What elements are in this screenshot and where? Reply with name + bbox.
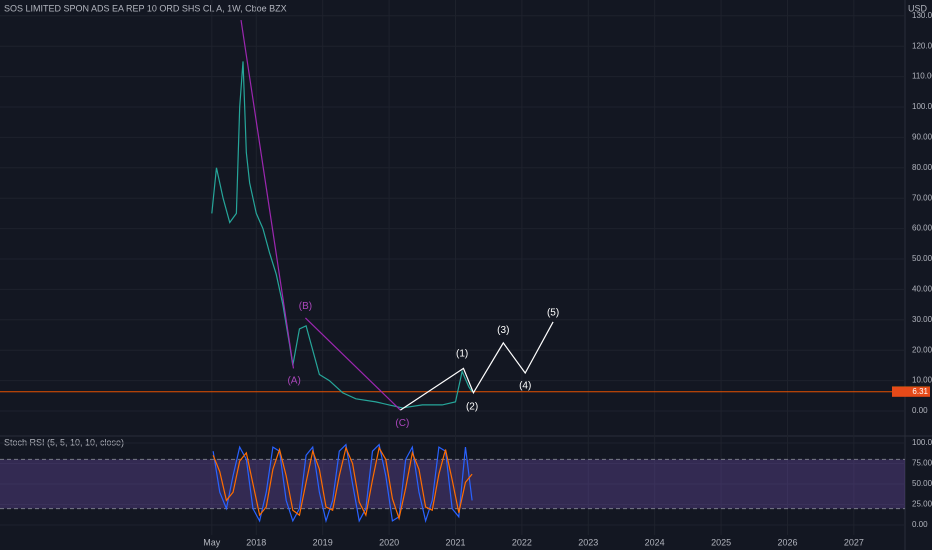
y-tick-label: 90.00 — [912, 133, 932, 142]
y-tick-label: 110.00 — [912, 72, 932, 81]
wave-label: (B) — [299, 301, 312, 312]
wave-drawing — [240, 19, 295, 369]
y-tick-label: 70.00 — [912, 193, 932, 202]
y-tick-label: 75.00 — [912, 459, 932, 468]
x-tick-label: 2018 — [246, 537, 266, 547]
wave-label: (3) — [497, 325, 509, 336]
indicator-title: Stoch RSI (5, 5, 10, 10, close) — [4, 437, 124, 447]
y-tick-label: 60.00 — [912, 224, 932, 233]
y-tick-label: 20.00 — [912, 345, 932, 354]
wave-label: (C) — [395, 418, 409, 429]
series-line — [212, 445, 473, 521]
chart-title: SOS LIMITED SPON ADS EA REP 10 ORD SHS C… — [4, 3, 287, 13]
y-tick-label: 10.00 — [912, 376, 932, 385]
wave-label: (2) — [466, 402, 478, 413]
y-tick-label: 40.00 — [912, 285, 932, 294]
x-tick-label: May — [203, 537, 221, 547]
wave-label: (A) — [287, 376, 300, 387]
x-tick-label: 2021 — [445, 537, 465, 547]
series-line — [211, 61, 473, 409]
price-tag-value: 6.31 — [912, 387, 928, 396]
y-tick-label: 25.00 — [912, 500, 932, 509]
wave-label: (1) — [456, 348, 468, 359]
y-tick-label: 30.00 — [912, 315, 932, 324]
y-tick-label: 130.00 — [912, 11, 932, 20]
y-tick-label: 80.00 — [912, 163, 932, 172]
x-tick-label: 2026 — [777, 537, 797, 547]
currency: USD — [908, 3, 928, 13]
y-tick-label: 50.00 — [912, 479, 932, 488]
x-tick-label: 2027 — [844, 537, 864, 547]
x-tick-label: 2024 — [645, 537, 665, 547]
x-tick-label: 2025 — [711, 537, 731, 547]
series-line — [212, 443, 473, 524]
wave-label: (5) — [547, 308, 559, 319]
x-tick-label: 2019 — [313, 537, 333, 547]
price-tag — [892, 386, 930, 397]
wave-drawing — [400, 321, 554, 411]
wave-drawing — [305, 317, 401, 411]
y-tick-label: 0.00 — [912, 406, 928, 415]
x-tick-label: 2023 — [578, 537, 598, 547]
y-tick-label: 120.00 — [912, 41, 932, 50]
wave-label: (4) — [519, 381, 531, 392]
y-tick-label: 0.00 — [912, 520, 928, 529]
x-tick-label: 2022 — [512, 537, 532, 547]
y-tick-label: 100.00 — [912, 102, 932, 111]
x-tick-label: 2020 — [379, 537, 399, 547]
y-tick-label: 100.00 — [912, 438, 932, 447]
y-tick-label: 50.00 — [912, 254, 932, 263]
